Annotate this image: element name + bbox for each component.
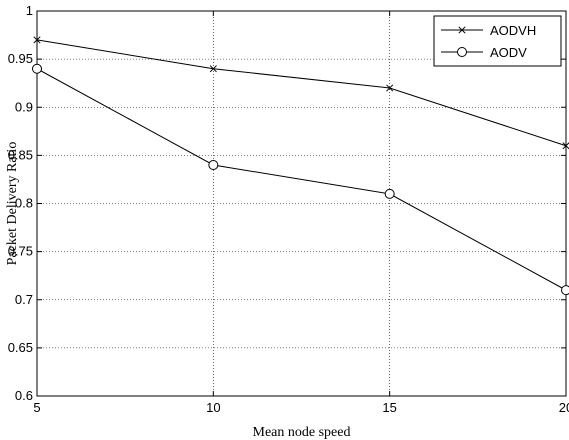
marker-stroke [209, 65, 217, 73]
y-tick-label: 0.85 [8, 147, 33, 162]
x-tick-label: 5 [33, 400, 40, 415]
legend-box [433, 15, 562, 67]
marker-stroke [562, 142, 569, 150]
data-point-aodvh [386, 84, 394, 92]
data-point-aodvh [33, 36, 41, 44]
marker-stroke [458, 26, 466, 34]
data-point-aodv [32, 63, 42, 74]
y-tick-label: 0.95 [8, 51, 33, 66]
series-layer [32, 36, 569, 296]
grid [37, 11, 566, 396]
y-tick-label: 0.8 [15, 196, 33, 211]
legend-label-aodv: AODV [490, 45, 527, 60]
y-tick-label: 0.9 [15, 99, 33, 114]
x-tick-label: 20 [559, 400, 569, 415]
data-point-aodv [561, 285, 569, 296]
y-tick-label: 0.6 [15, 388, 33, 403]
legend-marker-aodv [457, 47, 467, 57]
data-point-aodv [384, 188, 395, 199]
data-point-aodvh [209, 65, 217, 73]
y-axis-label: Packet Delivery Ratio [5, 142, 20, 266]
data-point-aodvh [562, 142, 569, 150]
marker-stroke [33, 36, 41, 44]
legend: AODVH AODV [433, 15, 562, 67]
series-line-aodv [36, 68, 567, 291]
axis-ticks: 5 10 15 20 0.6 0.65 0.7 0.75 0.8 0.85 0.9 0.95 1 [8, 3, 569, 415]
data-point-aodv [208, 160, 219, 170]
x-tick-label: 15 [382, 400, 396, 415]
x-tick-label: 10 [206, 400, 220, 415]
y-tick-label: 1 [26, 3, 33, 18]
marker-stroke [386, 84, 394, 92]
legend-marker-aodvh [458, 26, 466, 34]
series-line-aodvh [36, 39, 567, 147]
y-tick-label: 0.65 [8, 340, 33, 355]
y-tick-label: 0.7 [15, 292, 33, 307]
legend-label-aodvh: AODVH [490, 23, 536, 38]
x-axis-label: Mean node speed [253, 425, 351, 440]
y-tick-label: 0.75 [8, 244, 33, 259]
